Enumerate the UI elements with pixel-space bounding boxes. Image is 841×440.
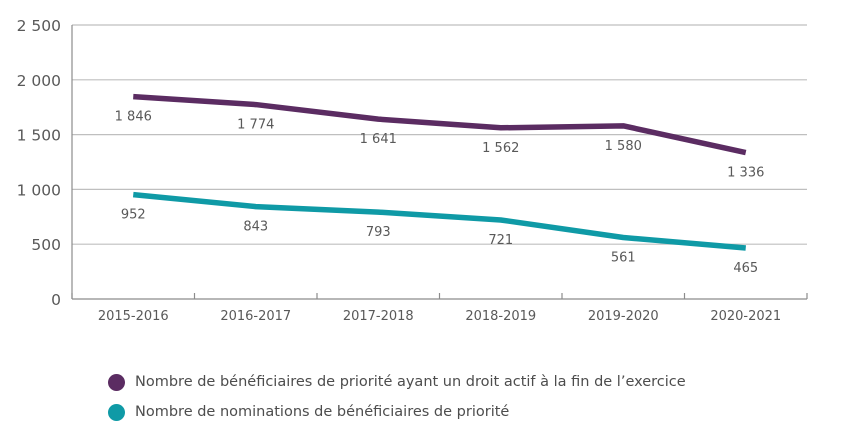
data-label: 1 562	[482, 141, 519, 156]
x-tick-label: 2019-2020	[588, 309, 659, 324]
legend-label: Nombre de nominations de bénéficiaires d…	[135, 404, 510, 420]
data-labels: 1 846 1 774 1 641 1 562 1 580 1 336 952 843 793 7…	[115, 110, 765, 276]
series-line-0	[133, 93, 747, 156]
y-tick-label: 1 500	[17, 127, 61, 145]
data-label: 793	[366, 225, 391, 240]
data-label: 1 580	[605, 139, 642, 154]
data-label: 561	[611, 251, 636, 266]
x-axis: 2015-2016 2016-2017 2017-2018 2018-2019 2019…	[71, 25, 808, 324]
x-tick-label: 2016-2017	[220, 309, 291, 324]
line-chart: 0 500 1 000 1 500 2 000 2 500 2015-2016 2016-2…	[17, 17, 808, 324]
legend-marker-purple-icon	[108, 373, 125, 391]
y-tick-label: 2 500	[17, 17, 61, 35]
data-label: 465	[733, 261, 758, 276]
data-label: 1 846	[115, 110, 152, 125]
legend-label: Nombre de bénéficiaires de priorité ayan…	[135, 374, 686, 390]
y-tick-label: 500	[31, 236, 61, 254]
x-tick-label: 2015-2016	[98, 309, 169, 324]
y-axis-ticks: 0 500 1 000 1 500 2 000 2 500	[17, 17, 61, 309]
data-label: 1 774	[237, 118, 274, 133]
legend: Nombre de bénéficiaires de priorité ayan…	[108, 367, 686, 427]
data-label: 952	[121, 208, 146, 223]
legend-item-nominations[interactable]: Nombre de nominations de bénéficiaires d…	[108, 397, 686, 427]
legend-marker-teal-icon	[108, 403, 125, 421]
series-lines	[132, 93, 747, 251]
x-tick-label: 2020-2021	[710, 309, 781, 324]
legend-item-beneficiaires-actifs[interactable]: Nombre de bénéficiaires de priorité ayan…	[108, 367, 686, 397]
y-tick-label: 1 000	[17, 181, 61, 199]
gridlines	[72, 24, 807, 245]
data-label: 721	[488, 233, 513, 248]
data-label: 1 641	[360, 132, 397, 147]
series-line-1	[132, 191, 746, 251]
data-label: 843	[243, 220, 268, 235]
y-tick-label: 0	[51, 291, 61, 309]
x-tick-label: 2018-2019	[465, 309, 536, 324]
data-label: 1 336	[727, 166, 764, 181]
x-tick-label: 2017-2018	[343, 309, 414, 324]
y-tick-label: 2 000	[17, 72, 61, 90]
